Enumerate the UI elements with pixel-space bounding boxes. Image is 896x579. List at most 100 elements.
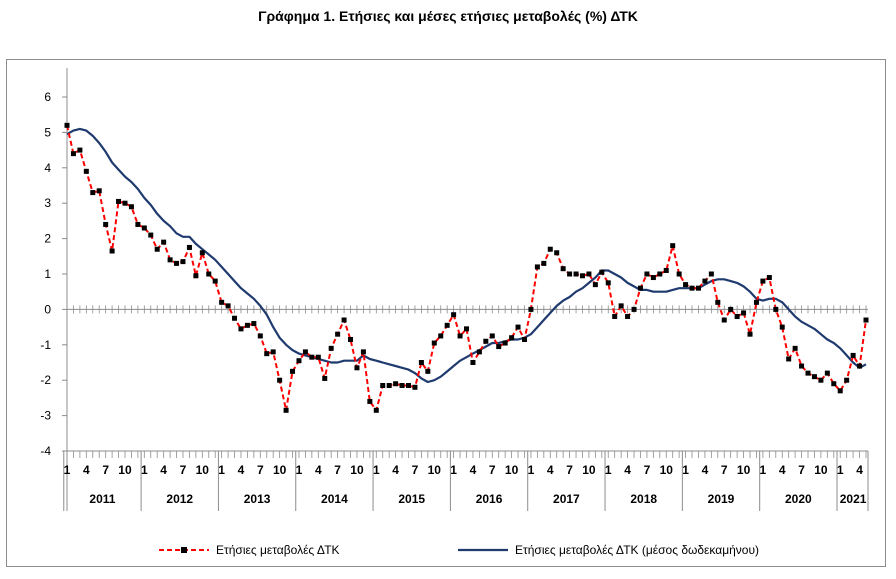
series-annual-point <box>373 407 379 413</box>
series-annual-point <box>464 326 469 332</box>
series-annual-point <box>161 239 167 245</box>
x-month-label: 1 <box>605 463 612 477</box>
series-annual-point <box>786 356 792 362</box>
x-year-label: 2015 <box>398 492 425 506</box>
series-annual-point <box>193 273 199 279</box>
series-annual-point <box>515 324 521 330</box>
series-annual-point <box>683 282 689 288</box>
legend-item-annual: Ετήσιες μεταβολές ΔΤΚ <box>158 539 340 561</box>
series-annual-point <box>773 306 779 312</box>
legend-swatch-solid-blue <box>458 548 508 552</box>
series-annual-point <box>547 246 553 252</box>
x-month-label: 10 <box>118 463 132 477</box>
series-annual-point <box>721 317 727 323</box>
x-month-label: 10 <box>660 463 674 477</box>
y-tick-label: 6 <box>44 90 51 104</box>
series-annual-point <box>618 303 624 309</box>
x-month-label: 10 <box>814 463 828 477</box>
series-annual-point <box>509 335 515 341</box>
x-month-label: 4 <box>547 463 554 477</box>
legend: Ετήσιες μεταβολές ΔΤΚ Ετήσιες μεταβολές … <box>0 539 896 561</box>
series-annual-point <box>444 322 450 328</box>
series-annual-point <box>451 312 457 318</box>
x-month-label: 1 <box>837 463 844 477</box>
x-month-label: 7 <box>798 463 805 477</box>
series-annual-point <box>309 354 315 360</box>
series-annual-point <box>567 271 573 277</box>
series-annual-point <box>605 280 611 286</box>
series-annual-point <box>734 313 740 319</box>
series-annual-point <box>180 259 186 265</box>
x-year-label: 2013 <box>244 492 271 506</box>
series-annual-point <box>805 370 811 376</box>
series-annual-point <box>560 266 566 272</box>
series-annual-point <box>650 275 656 281</box>
x-month-label: 10 <box>505 463 519 477</box>
series-annual-point <box>341 317 347 323</box>
series-annual-point <box>502 340 508 346</box>
series-annual-point <box>174 260 180 266</box>
series-annual-point <box>708 271 714 277</box>
x-year-label: 2011 <box>89 492 115 506</box>
x-month-label: 4 <box>470 463 477 477</box>
series-annual-point <box>779 324 785 330</box>
legend-label-annual: Ετήσιες μεταβολές ΔΤΚ <box>216 543 340 557</box>
x-month-label: 10 <box>428 463 442 477</box>
x-month-label: 4 <box>160 463 167 477</box>
series-annual-point <box>302 349 308 355</box>
series-annual-point <box>657 271 663 277</box>
x-month-label: 10 <box>582 463 596 477</box>
x-month-label: 7 <box>566 463 573 477</box>
series-annual-point <box>199 250 205 256</box>
legend-swatch-dashed-red <box>159 547 209 553</box>
x-month-label: 1 <box>450 463 457 477</box>
series-annual-point <box>122 200 128 206</box>
series-annual-point <box>412 384 418 390</box>
y-tick-label: 5 <box>44 125 51 139</box>
x-month-label: 1 <box>64 463 71 477</box>
series-annual-point <box>631 306 637 312</box>
series-annual-point <box>728 306 734 312</box>
series-annual-point <box>599 269 605 275</box>
x-month-label: 7 <box>334 463 341 477</box>
series-annual-point <box>457 333 463 339</box>
series-annual-point <box>496 344 502 350</box>
series-annual-point <box>689 285 695 291</box>
series-annual-point <box>695 285 701 291</box>
y-tick-label: -2 <box>40 373 51 387</box>
y-tick-label: -1 <box>40 338 51 352</box>
series-annual-point <box>64 122 70 128</box>
series-annual-point <box>186 244 192 250</box>
series-annual-point <box>483 338 489 344</box>
series-annual-point <box>109 248 115 254</box>
x-month-label: 1 <box>218 463 225 477</box>
series-annual-point <box>573 271 579 277</box>
series-annual-point <box>418 360 424 365</box>
chart-title: Γράφημα 1. Ετήσιες και μέσες ετήσιες μετ… <box>258 8 638 24</box>
x-month-label: 7 <box>257 463 264 477</box>
series-annual-point <box>747 331 753 337</box>
series-annual-point <box>406 383 412 389</box>
series-annual-point <box>367 398 373 404</box>
x-month-label: 10 <box>196 463 210 477</box>
series-annual-point <box>70 151 76 157</box>
x-month-label: 1 <box>296 463 303 477</box>
series-annual-point <box>348 336 354 342</box>
series-annual-point <box>393 381 399 387</box>
series-average-line <box>66 127 867 384</box>
series-annual-point <box>644 271 650 277</box>
x-month-label: 1 <box>528 463 535 477</box>
x-month-label: 4 <box>392 463 399 477</box>
series-annual-point <box>360 349 366 355</box>
series-annual-point <box>766 275 772 281</box>
x-year-label: 2012 <box>166 492 193 506</box>
series-annual-point <box>135 221 141 227</box>
series-annual-point <box>296 358 302 364</box>
x-year-label: 2014 <box>321 492 348 506</box>
series-annual-point <box>863 317 869 323</box>
x-month-label: 1 <box>373 463 380 477</box>
series-annual-point <box>792 345 798 351</box>
series-annual-point <box>470 360 476 365</box>
series-annual-point <box>425 368 431 374</box>
series-annual-point <box>831 381 837 387</box>
